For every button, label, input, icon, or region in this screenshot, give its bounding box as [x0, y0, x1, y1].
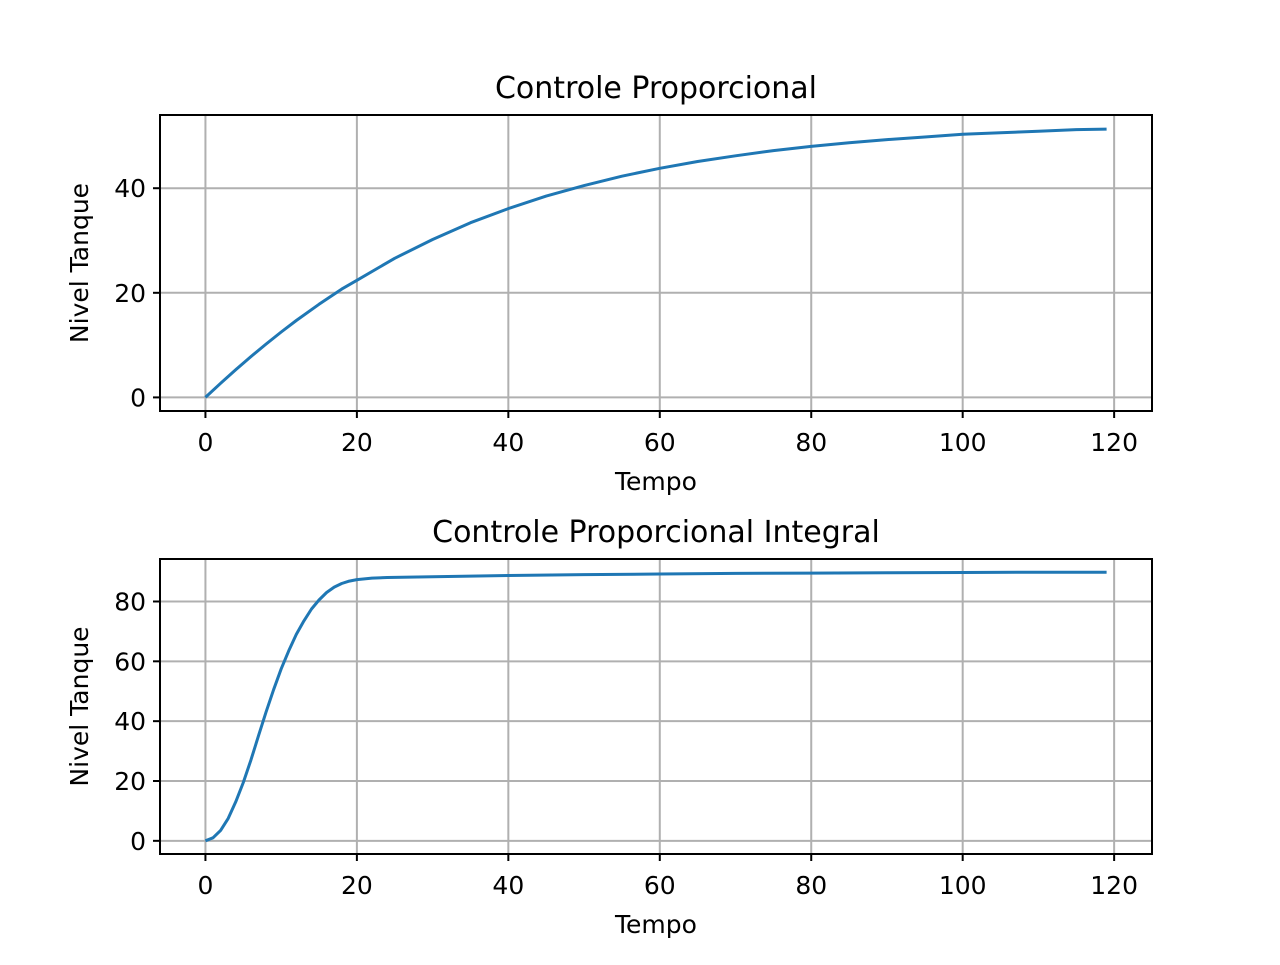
y-tick-label: 20	[114, 279, 146, 308]
x-tick-label: 100	[939, 871, 987, 900]
panel-proporcional-integral: 0 20 40 60 80 100 120 0 20 40 60 80 Controle Proporc…	[65, 515, 1153, 939]
series-line-0	[204, 570, 1107, 843]
plot-frame	[159, 558, 1153, 855]
x-tick-label: 60	[644, 428, 676, 457]
y-tick-label: 40	[114, 707, 146, 736]
x-tick-label: 40	[492, 871, 524, 900]
x-tick-label: 120	[1090, 428, 1138, 457]
chart-title: Controle Proporcional Integral	[432, 515, 880, 550]
y-axis-label: Nivel Tanque	[65, 626, 94, 786]
plot-frame	[159, 114, 1153, 412]
x-tick-label: 80	[795, 871, 827, 900]
x-tick-label: 80	[795, 428, 827, 457]
y-tick-label: 80	[114, 587, 146, 616]
x-tick-label: 20	[341, 428, 373, 457]
series-line-0	[204, 127, 1107, 399]
y-tick-label: 60	[114, 647, 146, 676]
x-tick-label: 20	[341, 871, 373, 900]
x-axis-label: Tempo	[614, 467, 697, 496]
x-tick-label: 120	[1090, 871, 1138, 900]
chart-title: Controle Proporcional	[495, 71, 817, 106]
x-axis-label: Tempo	[614, 910, 697, 939]
y-tick-label: 0	[130, 827, 146, 856]
y-axis-label: Nivel Tanque	[65, 183, 94, 343]
x-tick-label: 60	[644, 871, 676, 900]
x-tick-label: 100	[939, 428, 987, 457]
x-tick-label: 0	[197, 871, 213, 900]
x-tick-label: 0	[197, 428, 213, 457]
y-tick-label: 0	[130, 383, 146, 412]
y-tick-label: 40	[114, 174, 146, 203]
y-tick-label: 20	[114, 767, 146, 796]
x-tick-label: 40	[492, 428, 524, 457]
panel-proporcional: 0 20 40 60 80 100 120 0 20 40 Controle Proporciona…	[65, 71, 1153, 496]
